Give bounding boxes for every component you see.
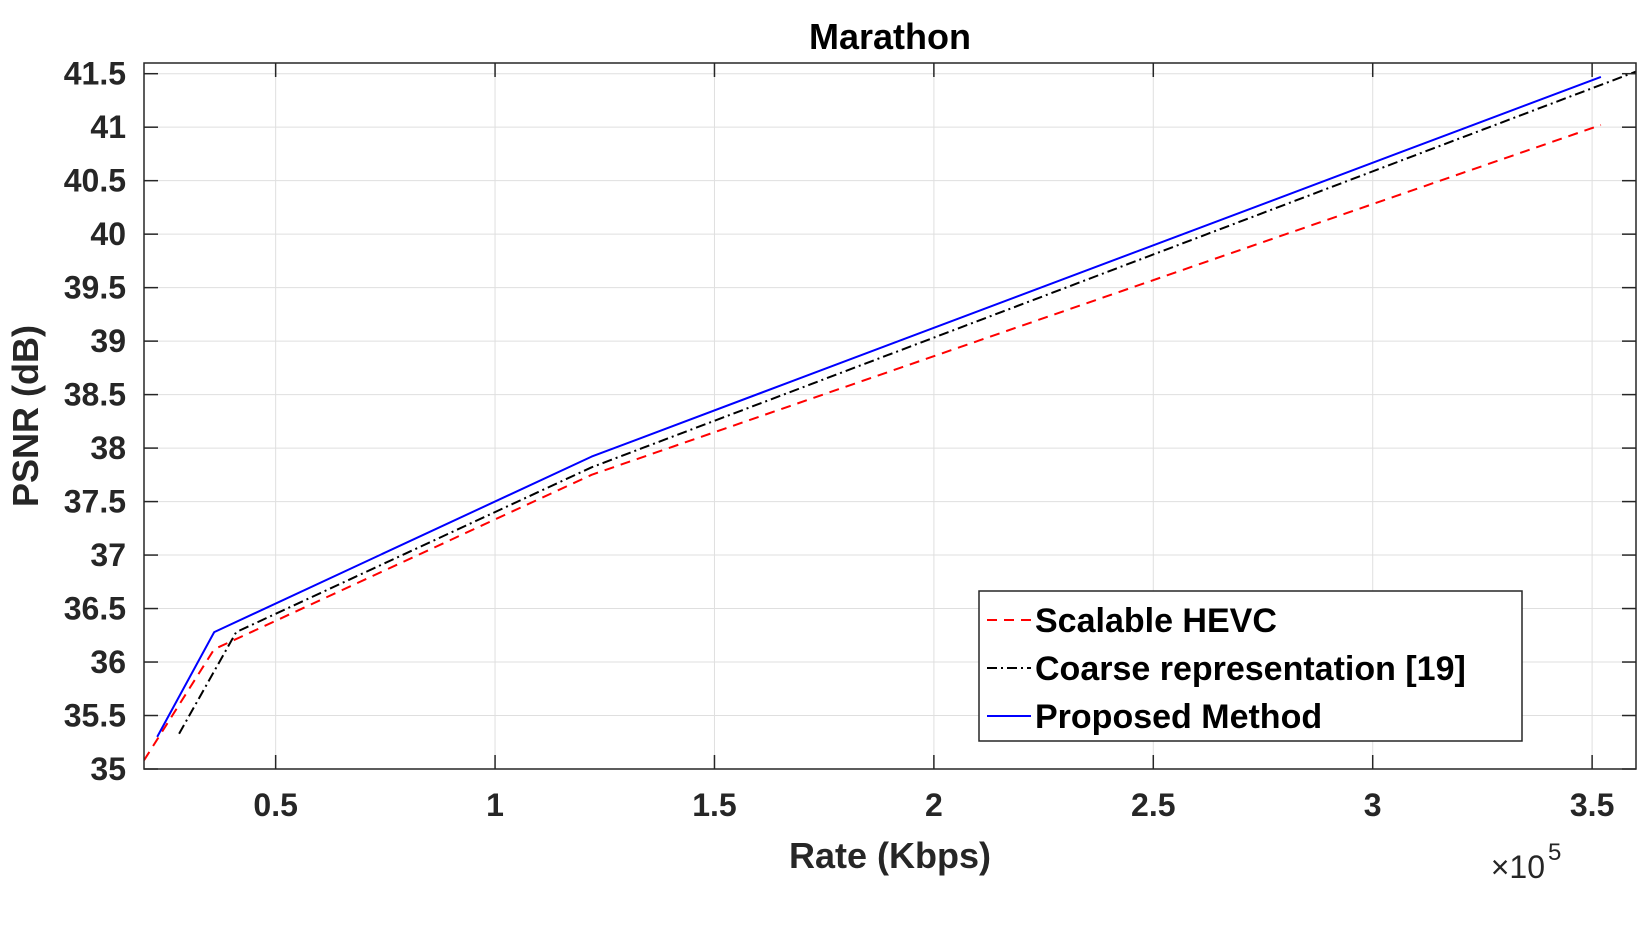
x-tick-label: 1 <box>486 787 504 823</box>
series-line-coarse-representation-19 <box>178 70 1636 735</box>
legend-box <box>978 590 1523 742</box>
x-tick-label: 0.5 <box>253 787 297 823</box>
y-tick-label: 36 <box>90 644 126 680</box>
grid <box>144 63 1636 770</box>
x-scale-exponent-base: ×10 <box>1491 849 1545 885</box>
y-axis-label: PSNR (dB) <box>5 325 46 507</box>
y-tick-label: 41.5 <box>64 56 126 92</box>
y-tick-label: 35 <box>90 751 126 787</box>
y-tick-label: 38 <box>90 430 126 466</box>
y-tick-label: 40.5 <box>64 163 126 199</box>
y-tick-label: 35.5 <box>64 698 126 734</box>
series-lines <box>144 70 1636 761</box>
series-line-proposed-method <box>156 75 1602 738</box>
legend-entries: Scalable HEVC Coarse representation [19] P… <box>987 602 1466 736</box>
x-axis-label: Rate (Kbps) <box>789 835 991 876</box>
x-tick-labels: 0.5 1 1.5 2 2.5 3 3.5 <box>253 787 1614 823</box>
y-tick-label: 41 <box>90 109 126 145</box>
y-tick-label: 40 <box>90 216 126 252</box>
plot-area-frame <box>143 62 1637 770</box>
chart-title: Marathon <box>809 16 971 57</box>
legend-label-scalable-hevc: Scalable HEVC <box>1035 602 1277 640</box>
x-tick-label: 2.5 <box>1131 787 1175 823</box>
x-scale-exponent-power: 5 <box>1548 839 1561 866</box>
x-tick-label: 1.5 <box>692 787 736 823</box>
legend: Scalable HEVC Coarse representation [19] P… <box>978 590 1523 742</box>
x-tick-label: 2 <box>925 787 943 823</box>
axis-ticks <box>144 63 1636 770</box>
y-tick-label: 37 <box>90 537 126 573</box>
x-tick-label: 3 <box>1364 787 1382 823</box>
y-tick-label: 39 <box>90 323 126 359</box>
y-tick-label: 37.5 <box>64 484 126 520</box>
y-tick-label: 39.5 <box>64 270 126 306</box>
y-tick-labels: 35 35.5 36 36.5 37 37.5 38 38.5 39 39.5 40 40.5 41 41… <box>64 56 126 787</box>
legend-label-proposed-method: Proposed Method <box>1035 698 1322 736</box>
y-tick-label: 36.5 <box>64 591 126 627</box>
y-tick-label: 38.5 <box>64 377 126 413</box>
legend-label-coarse-representation-19: Coarse representation [19] <box>1035 650 1466 688</box>
x-tick-label: 3.5 <box>1570 787 1614 823</box>
